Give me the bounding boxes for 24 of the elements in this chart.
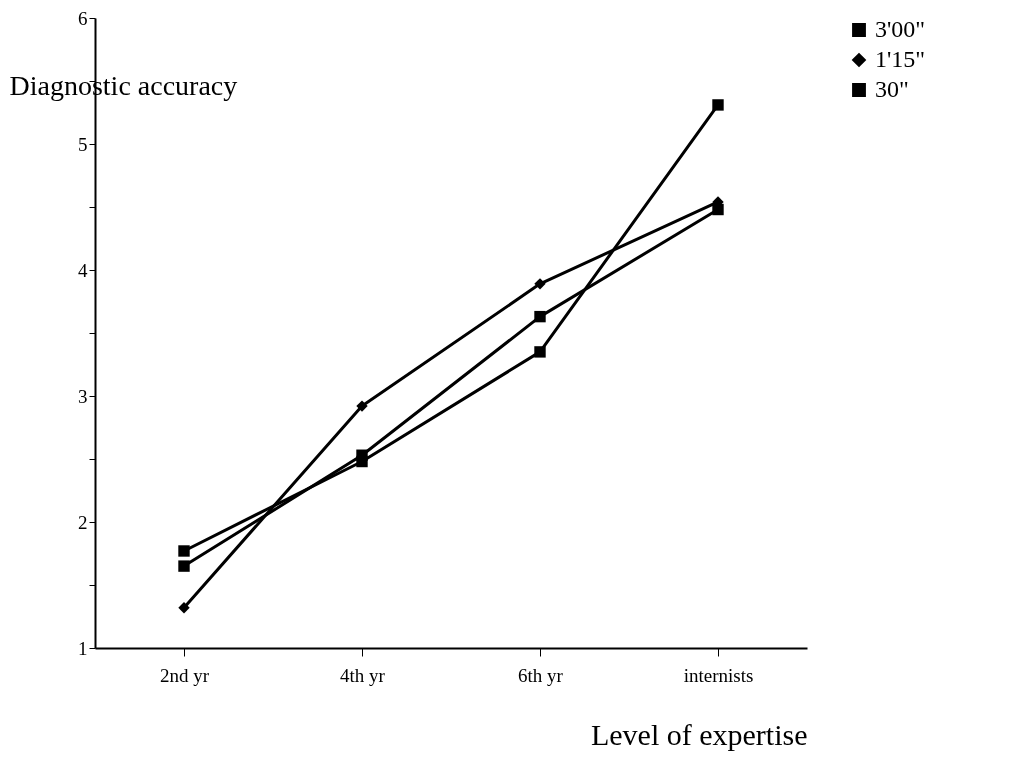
y-tick-label: 5 bbox=[78, 133, 88, 155]
y-tick-label: 6 bbox=[78, 7, 88, 29]
point bbox=[534, 310, 546, 323]
point bbox=[712, 203, 724, 216]
x-tick-label: 2nd yr bbox=[159, 664, 210, 686]
point bbox=[356, 449, 368, 461]
y-tick-label: 3 bbox=[78, 385, 88, 407]
point bbox=[712, 99, 724, 111]
point bbox=[356, 400, 368, 412]
point bbox=[178, 545, 190, 557]
y-tick-label: 1 bbox=[78, 637, 88, 659]
legend-label: 3'00" bbox=[875, 16, 926, 42]
point bbox=[534, 346, 546, 358]
y-tick-label: 2 bbox=[78, 511, 88, 533]
legend-label: 30" bbox=[875, 76, 909, 102]
x-tick-label: 4th yr bbox=[340, 664, 386, 686]
legend-label: 1'15" bbox=[875, 46, 926, 72]
point bbox=[178, 601, 190, 614]
point bbox=[178, 560, 190, 572]
point bbox=[534, 278, 546, 290]
x-axis-title: Level of expertise bbox=[590, 717, 808, 751]
y-tick-label: 4 bbox=[78, 259, 88, 281]
x-tick-label: 6th yr bbox=[518, 664, 564, 686]
x-tick-label: internists bbox=[683, 664, 754, 686]
